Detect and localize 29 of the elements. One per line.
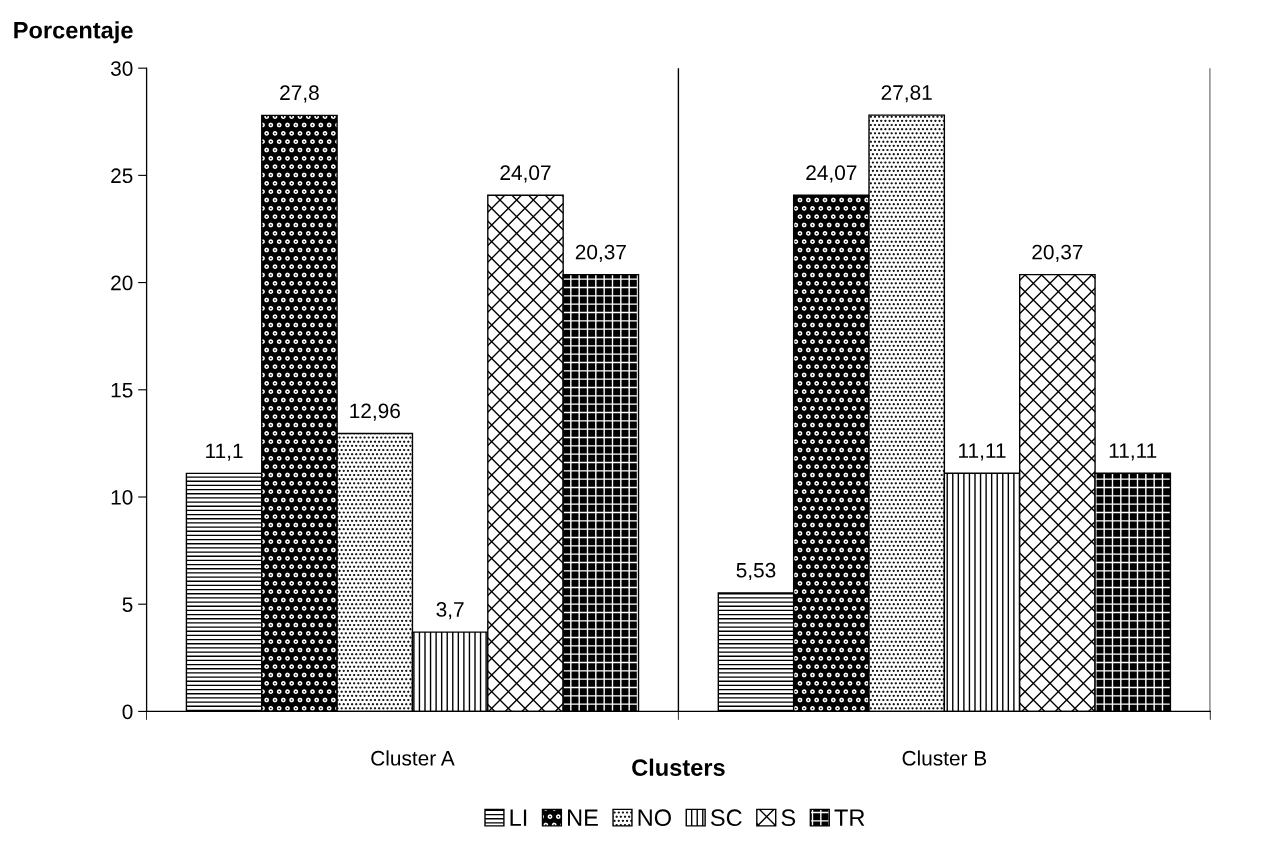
x-tick-label: Cluster A: [371, 750, 455, 766]
y-tick-label: 15: [111, 383, 133, 398]
data-label: 27,81: [881, 85, 932, 103]
data-label: 12,96: [350, 403, 400, 421]
y-tick-label: 25: [111, 168, 133, 184]
legend-label: TR: [834, 809, 865, 826]
legend-label: LI: [510, 809, 527, 826]
data-label: 3,7: [436, 602, 464, 620]
data-label: 27,8: [280, 85, 319, 103]
data-label: 20,37: [1032, 244, 1083, 262]
data-label: 24,07: [500, 165, 551, 183]
y-tick-label: 10: [111, 490, 133, 505]
data-label: 20,37: [575, 244, 626, 262]
legend-label: S: [781, 809, 796, 827]
y-tick-label: 20: [111, 275, 133, 291]
legend-label: SC: [710, 809, 742, 827]
x-tick-label: Cluster B: [902, 750, 987, 766]
x-axis-title: Clusters: [632, 758, 725, 776]
legend-label: NE: [568, 809, 598, 826]
data-label: 5,53: [736, 562, 776, 581]
data-label: 11,1: [206, 443, 243, 461]
data-label: 24,07: [806, 165, 857, 183]
y-tick-label: 0: [122, 704, 133, 720]
data-label: 11,11: [1109, 443, 1157, 461]
legend-label: NO: [638, 809, 671, 827]
data-label: 11,11: [959, 443, 1006, 461]
y-axis-title: Porcentaje: [14, 21, 133, 44]
y-tick-label: 30: [110, 61, 133, 76]
y-tick-label: 5: [122, 597, 133, 612]
